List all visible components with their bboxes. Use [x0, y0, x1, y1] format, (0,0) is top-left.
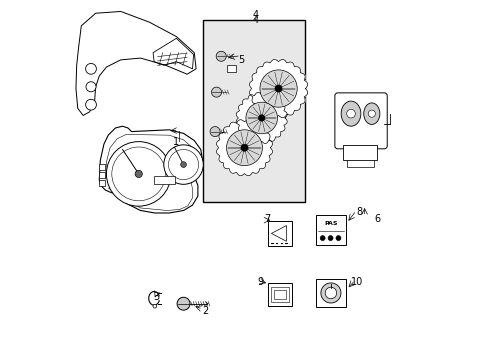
Bar — [227, 64, 236, 72]
Bar — [316, 279, 345, 307]
Bar — [203, 21, 305, 202]
Text: 4: 4 — [252, 10, 258, 20]
Circle shape — [135, 170, 142, 177]
Circle shape — [320, 235, 325, 240]
Text: 1: 1 — [173, 138, 179, 147]
Bar — [99, 163, 105, 170]
Bar — [99, 172, 105, 178]
Circle shape — [335, 235, 340, 240]
Circle shape — [153, 305, 156, 308]
Bar — [274, 290, 285, 299]
Bar — [316, 215, 345, 244]
Bar — [267, 221, 292, 246]
Bar — [154, 176, 175, 184]
Circle shape — [226, 130, 262, 166]
Bar — [343, 145, 376, 160]
Circle shape — [258, 115, 264, 121]
Text: 2: 2 — [202, 306, 208, 316]
Circle shape — [346, 109, 355, 118]
Circle shape — [274, 85, 282, 92]
Bar — [267, 283, 292, 306]
Ellipse shape — [341, 101, 360, 126]
Text: 3: 3 — [153, 292, 160, 302]
Circle shape — [260, 70, 297, 107]
Circle shape — [327, 235, 332, 240]
Text: 9: 9 — [257, 277, 263, 287]
Circle shape — [210, 127, 220, 136]
Bar — [99, 180, 105, 186]
Text: 5: 5 — [237, 55, 244, 65]
Circle shape — [177, 297, 190, 310]
Polygon shape — [249, 59, 307, 118]
Circle shape — [163, 145, 203, 184]
Polygon shape — [236, 93, 286, 144]
Ellipse shape — [363, 103, 379, 125]
Text: 4: 4 — [252, 15, 258, 26]
Circle shape — [85, 63, 96, 74]
Circle shape — [211, 87, 221, 97]
FancyBboxPatch shape — [334, 93, 386, 149]
Text: 7: 7 — [264, 215, 270, 224]
Circle shape — [85, 99, 96, 110]
Circle shape — [86, 82, 96, 92]
Bar — [271, 287, 288, 302]
Bar — [346, 159, 373, 167]
Text: 6: 6 — [373, 215, 380, 224]
Text: 8: 8 — [355, 207, 362, 217]
Text: PAS: PAS — [324, 221, 337, 225]
Circle shape — [106, 141, 171, 206]
Circle shape — [320, 283, 340, 303]
Circle shape — [245, 102, 277, 134]
Text: 10: 10 — [350, 277, 363, 287]
Circle shape — [367, 110, 375, 117]
Circle shape — [216, 51, 226, 61]
Circle shape — [241, 144, 247, 151]
Polygon shape — [216, 120, 272, 176]
Circle shape — [325, 287, 336, 299]
Circle shape — [180, 162, 186, 167]
